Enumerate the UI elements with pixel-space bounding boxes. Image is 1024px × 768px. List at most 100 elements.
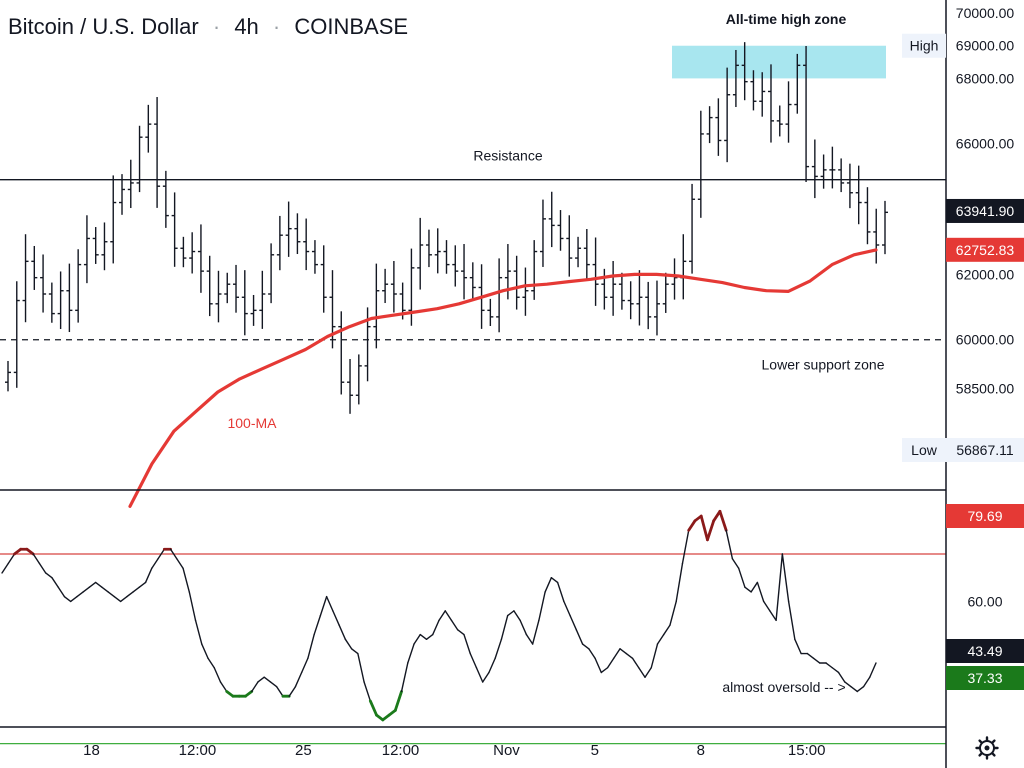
rsi-segment bbox=[488, 657, 496, 674]
rsi-segment bbox=[675, 562, 684, 603]
price-bar bbox=[5, 360, 11, 392]
rsi-segment bbox=[457, 629, 465, 636]
rsi-segment bbox=[7, 553, 16, 565]
price-bar bbox=[250, 294, 257, 326]
rsi-segment bbox=[450, 619, 459, 631]
rsi-axis-tick: 60.00 bbox=[967, 593, 1002, 609]
price-bar bbox=[110, 175, 117, 264]
high-label-badge-text: High bbox=[910, 38, 939, 54]
rsi-segment bbox=[750, 581, 759, 593]
gear-icon[interactable] bbox=[975, 736, 999, 760]
rsi-segment bbox=[319, 595, 328, 617]
rsi-segment bbox=[563, 600, 571, 617]
rsi-segment bbox=[119, 595, 128, 603]
rsi-segment bbox=[357, 652, 365, 683]
price-bar bbox=[776, 105, 783, 137]
rsi-segment bbox=[837, 671, 846, 683]
ath-zone-box bbox=[672, 45, 886, 79]
rsi-segment bbox=[425, 633, 434, 641]
chart-interval: 4h bbox=[234, 14, 258, 39]
time-axis[interactable]: 18 12:00 25 12:00 Nov 5 8 15:00 bbox=[83, 742, 825, 759]
rsi-segment bbox=[313, 614, 322, 636]
time-axis-label: 15:00 bbox=[788, 742, 826, 759]
price-bar bbox=[13, 281, 20, 388]
price-bar bbox=[671, 258, 678, 300]
price-bar bbox=[443, 240, 450, 274]
price-bar bbox=[461, 244, 468, 300]
rsi-segment bbox=[126, 591, 134, 598]
rsi-segment bbox=[569, 614, 578, 631]
rsi-segment bbox=[269, 681, 278, 688]
price-bar bbox=[338, 311, 345, 395]
rsi-segment bbox=[794, 638, 802, 655]
rsi-segment bbox=[244, 690, 254, 698]
rsi-segment bbox=[338, 624, 347, 641]
price-bar bbox=[864, 187, 871, 245]
price-bar bbox=[390, 261, 397, 313]
price-bar bbox=[162, 170, 169, 228]
rsi-segment bbox=[625, 652, 634, 659]
price-bar bbox=[294, 213, 301, 255]
rsi-segment bbox=[463, 633, 471, 655]
price-bar bbox=[215, 270, 222, 323]
ma-label: 100-MA bbox=[227, 415, 277, 431]
price-bar bbox=[767, 64, 774, 143]
price-bar bbox=[653, 280, 660, 336]
price-bar bbox=[303, 218, 310, 271]
rsi-segment bbox=[681, 529, 690, 565]
rsi-segment bbox=[350, 648, 359, 655]
price-bar bbox=[452, 245, 459, 287]
price-bar bbox=[355, 354, 362, 405]
chart-pair: Bitcoin / U.S. Dollar bbox=[8, 14, 199, 39]
rsi-segment bbox=[744, 586, 752, 593]
rsi-segment bbox=[251, 681, 259, 693]
price-bar bbox=[829, 146, 836, 189]
rsi-segment bbox=[787, 600, 796, 641]
rsi-segment bbox=[88, 581, 97, 588]
price-axis-tick: 66000.00 bbox=[956, 136, 1015, 152]
rsi-segment bbox=[38, 562, 47, 574]
rsi-segment bbox=[482, 671, 490, 683]
price-bar bbox=[189, 232, 196, 274]
ma-value-badge-text: 62752.83 bbox=[956, 242, 1015, 258]
rsi-segment bbox=[76, 591, 84, 598]
price-bar bbox=[57, 271, 64, 330]
rsi-segment bbox=[775, 553, 784, 622]
high-label-badge: High bbox=[902, 33, 946, 58]
price-axis-tick: 69000.00 bbox=[956, 38, 1015, 54]
price-bar bbox=[66, 263, 73, 333]
rsi-segment bbox=[188, 591, 197, 622]
price-bar bbox=[206, 255, 213, 317]
price-bar bbox=[197, 224, 204, 293]
price-bar bbox=[285, 201, 292, 257]
rsi-segment bbox=[613, 648, 621, 659]
price-bar bbox=[522, 267, 529, 316]
rsi-segment bbox=[862, 676, 871, 688]
rsi-segment bbox=[687, 519, 697, 532]
rsi-segment bbox=[856, 686, 865, 693]
price-bar bbox=[803, 46, 810, 183]
rsi-segment bbox=[844, 681, 852, 688]
price-bar bbox=[259, 270, 266, 329]
price-bar bbox=[583, 228, 590, 281]
rsi-segment bbox=[151, 558, 159, 569]
time-axis-label: 8 bbox=[697, 742, 705, 759]
rsi-segment bbox=[182, 567, 190, 593]
price-bar bbox=[268, 243, 275, 304]
price-bar bbox=[241, 270, 248, 336]
price-bar bbox=[425, 229, 432, 268]
rsi-segment bbox=[444, 610, 453, 622]
rsi-panel[interactable]: almost oversold -- > bbox=[0, 509, 946, 745]
price-bar bbox=[627, 281, 634, 320]
rsi-segment bbox=[432, 619, 440, 636]
rsi-segment bbox=[712, 509, 722, 523]
price-panel[interactable]: All-time high zone Resistance Lower suppor… bbox=[0, 11, 946, 508]
rsi-segment bbox=[869, 662, 877, 678]
price-bar bbox=[846, 163, 853, 209]
ma-value-badge: 62752.83 bbox=[946, 237, 1024, 262]
rsi-segment bbox=[288, 686, 297, 697]
resistance-label: Resistance bbox=[473, 148, 542, 164]
price-axis[interactable]: 70000.00 69000.00 68000.00 66000.00 62000.00… bbox=[902, 5, 1024, 690]
price-bar bbox=[882, 200, 888, 255]
rsi-segment bbox=[419, 633, 428, 641]
